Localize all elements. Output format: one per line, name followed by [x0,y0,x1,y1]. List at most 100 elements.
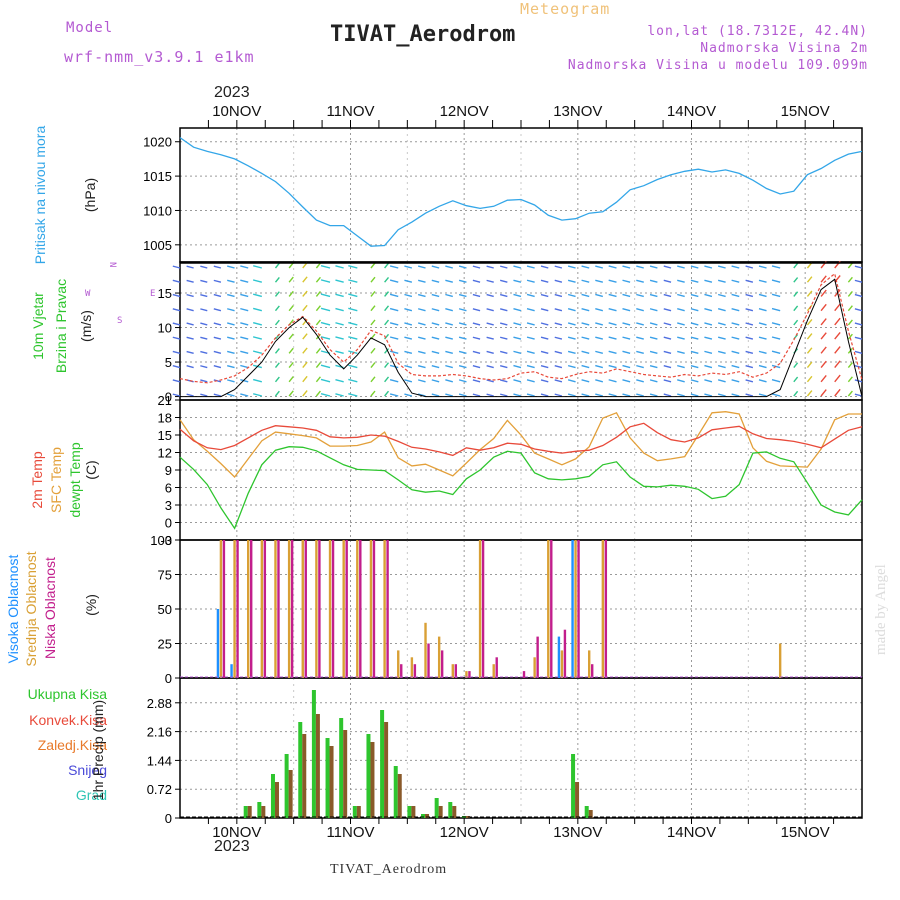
wind-arrow [581,308,590,312]
cloud-mid-bar [383,540,386,678]
wind-arrow [731,364,740,369]
wind-arrow [526,293,535,298]
wind-arrow [704,393,713,397]
wind-arrow [717,393,726,397]
wind-arrow [622,279,631,283]
wind-arrow [663,379,672,383]
wind-arrow [636,350,644,355]
wind-arrow [690,293,699,298]
wind-arrow [458,265,467,269]
precip-total-bar [339,718,344,818]
wind-arrow [348,293,358,298]
precip-total-bar [366,734,371,818]
wind-arrow [472,322,481,326]
cloud-low-bar [427,643,430,678]
wind-arrow [431,308,440,312]
wind-arrow [567,350,576,355]
precip-total-bar [270,774,275,818]
precip-total-bar [407,806,412,818]
wind-arrow [274,319,280,326]
cloud-mid-bar [492,664,495,678]
wind-arrow [717,336,726,340]
wind-arrow [389,364,399,369]
wind-arrow [431,364,440,369]
wind-arrow [820,318,827,326]
wind-arrow [274,277,280,283]
y-tick-label: 0 [165,671,172,686]
wind-arrow [567,379,576,383]
wind-arrow [847,390,853,397]
wind-arrow [771,350,781,355]
wind-arrow [581,379,590,383]
wind-arrow [690,350,699,355]
wind-arrow [771,293,781,298]
y-tick-label: 21 [158,393,172,408]
wind-arrow [690,279,699,283]
wind-arrow [200,322,208,326]
cloud-low-bar [345,540,348,678]
wind-arrow [227,279,235,283]
wind-arrow [717,293,726,298]
cloud-low-bar [263,540,267,678]
wind-arrow [288,305,294,312]
wind-arrow [186,293,194,298]
cloud-low-bar [563,629,567,678]
wind-arrow [458,350,467,355]
wind-arrow [554,279,563,283]
wind-arrow [384,276,390,283]
wind-arrow [445,308,453,312]
cloud-low-bar [522,671,526,678]
wind-arrow [186,308,194,312]
y-tick-label: 6 [165,481,172,496]
wind-arrow [704,265,713,269]
wind-arrow [335,350,344,355]
wind-arrow [404,350,413,355]
wind-arrow [663,364,672,369]
wind-arrow [472,379,481,383]
cloud-low-bar [400,664,403,678]
wind-arrow [348,307,358,312]
wind-arrow [847,276,853,283]
wind-arrow [227,308,235,312]
wind-arrow [745,293,754,298]
wind-arrow [526,265,535,269]
wind-arrow [717,350,726,355]
wind-arrow [288,390,294,397]
wind-arrow [704,379,713,383]
wind-arrow [486,322,494,326]
cloud-mid-bar [219,540,223,678]
wind-arrow [608,279,617,283]
wind-arrow [186,393,194,397]
wind-arrow [472,393,481,397]
wind-arrow [526,336,535,340]
precip-conv-bar [274,782,279,818]
wind-arrow [227,393,235,397]
wind-arrow [370,276,376,283]
wind-arrow [486,350,494,355]
wind-arrow [370,390,376,397]
wind-arrow [581,336,590,340]
wind-arrow [302,304,308,312]
model-label: Model [66,20,114,36]
cloud-low-bar [604,540,608,678]
wind-arrow [458,293,467,298]
cloud-low-bar [236,540,239,678]
wind-arrow [717,279,726,283]
wind-arrow [404,364,413,369]
precip-total-bar [584,806,589,818]
wind-arrow [370,291,376,297]
wind-arrow [172,279,181,283]
wind-arrow [417,336,426,340]
wind-arrow [302,390,308,397]
wind-arrow [431,336,440,340]
wind-arrow [200,265,208,269]
precip-legend-zaledj: Zaledj.Kisa [37,737,107,753]
wind-arrow [288,376,294,383]
wind-arrow [253,307,263,312]
cloud-mid-bar [274,540,277,678]
wind-arrow [274,291,280,297]
wind-arrow [389,378,399,383]
wind-arrow [445,364,453,369]
wind-arrow [186,265,194,269]
wind-arrow [854,393,863,397]
